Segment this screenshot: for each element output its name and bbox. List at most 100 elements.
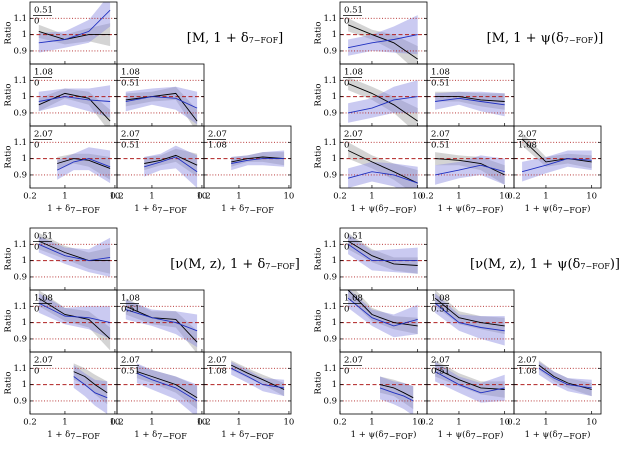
panel (30, 232, 117, 278)
x-tick-label: 10 (412, 418, 423, 428)
y-tick-label: 0.9 (13, 334, 27, 344)
label-end: ) (413, 429, 416, 440)
panel-label-top: 1.08 (121, 294, 140, 304)
series-line (435, 97, 505, 106)
x-tick-label: 1 (456, 418, 461, 428)
series-line (38, 240, 111, 262)
label-sub: 7−FOF (558, 432, 588, 441)
panel-label-bottom: 0 (34, 79, 39, 89)
x-tick-label: 10 (110, 418, 121, 428)
panel-label-top: 0.51 (344, 6, 363, 16)
band (348, 290, 418, 338)
series-line (56, 158, 111, 171)
band (348, 77, 418, 126)
panel-frame (513, 125, 602, 189)
panel (204, 360, 291, 402)
x-tick-label: 10 (586, 192, 597, 202)
series-line (538, 367, 592, 389)
label-sub: 7−FOF (244, 206, 274, 215)
panel-label-top: 2.07 (344, 130, 363, 140)
x-tick-label: 1 (62, 418, 67, 428)
series-line (435, 158, 505, 176)
panel-label-top: 0.51 (34, 232, 53, 242)
label-main: [ν(M, z), 1 + ψ(δ (470, 257, 581, 272)
label-end: ] (295, 257, 300, 272)
series-line (57, 158, 111, 169)
band (144, 145, 198, 188)
panel-label-bottom: 0 (344, 141, 349, 151)
x-tick-label: 0.2 (197, 418, 211, 428)
label-sub: 7−FOF (157, 206, 187, 215)
label: 1 + δ7−FOF (134, 430, 187, 442)
y-tick-label: 0.9 (13, 396, 27, 406)
series-line (347, 24, 418, 60)
y-tick-label: 1 (22, 30, 27, 40)
x-tick-label: 0.2 (110, 418, 124, 428)
x-tick-label: 10 (284, 192, 295, 202)
label-sub: 7−FOF (471, 206, 501, 215)
label-main: [M, 1 + ψ(δ (487, 31, 564, 46)
label-end: ) (587, 203, 590, 214)
series-line (347, 150, 418, 184)
panel-label-bottom: 0 (34, 305, 39, 315)
panel (340, 141, 427, 188)
x-tick-label: 0.2 (507, 418, 521, 428)
panel-label-bottom: 0.51 (431, 141, 450, 151)
x-tick-label: 1 (236, 418, 241, 428)
panel-label-bottom: 0.51 (121, 305, 140, 315)
label: [M, 1 + δ7−FOF] (187, 31, 283, 46)
series-line (73, 371, 108, 394)
label-main: 1 + ψ(δ (438, 203, 471, 214)
x-tick-label: 0.2 (23, 418, 37, 428)
panel-label-top: 2.07 (34, 356, 53, 366)
panel-label-bottom: 0 (34, 367, 39, 377)
panel (514, 360, 601, 402)
panel-label-top: 2.07 (431, 356, 450, 366)
series-line (347, 240, 418, 266)
label-sub: 7−FOF (471, 432, 501, 441)
panel (117, 141, 204, 188)
y-axis-label: Ratio (4, 22, 14, 45)
panel-label-top: 2.07 (121, 130, 140, 140)
panel (340, 77, 427, 126)
series-line (38, 302, 111, 324)
band (435, 91, 505, 117)
panel-label-top: 1.08 (34, 68, 53, 78)
series-line (144, 154, 198, 166)
y-tick-label: 1.1 (13, 76, 27, 86)
label: 1 + δ7−FOF (47, 430, 100, 442)
panel-label-bottom: 1.08 (518, 367, 537, 377)
label: [ν(M, z), 1 + δ7−FOF] (170, 257, 300, 272)
y-axis-label: Ratio (314, 146, 324, 169)
series-line (136, 371, 198, 399)
y-axis-label: Ratio (314, 22, 324, 45)
panel-label-bottom: 0 (344, 17, 349, 27)
label-main: 1 + δ (134, 204, 157, 214)
panel-frame (513, 351, 602, 415)
x-tick-label: 1 (543, 192, 548, 202)
panel-label-bottom: 0 (34, 141, 39, 151)
x-tick-label: 0.2 (333, 418, 347, 428)
band (538, 361, 592, 397)
band (348, 80, 418, 123)
panel (427, 79, 514, 117)
label-sub: 7−FOF (70, 432, 100, 441)
label: 1 + ψ(δ7−FOF) (438, 429, 504, 442)
panel (204, 141, 291, 176)
y-tick-label: 1.1 (13, 14, 27, 24)
panel-label-bottom: 0.51 (121, 141, 140, 151)
panel-label-top: 2.07 (518, 130, 537, 140)
series-line (348, 34, 418, 49)
label: 1 + ψ(δ7−FOF) (351, 429, 417, 442)
panel-label-bottom: 0.51 (121, 79, 140, 89)
panel-label-top: 0.51 (344, 232, 363, 242)
label-sub: 7−FOF (384, 432, 414, 441)
series-line (379, 387, 414, 402)
band (57, 147, 111, 184)
label-end: ) (587, 429, 590, 440)
panel-label-top: 2.07 (518, 356, 537, 366)
label-sub: 7−FOF (580, 262, 610, 271)
panel (117, 298, 204, 352)
y-tick-label: 1.1 (323, 76, 337, 86)
